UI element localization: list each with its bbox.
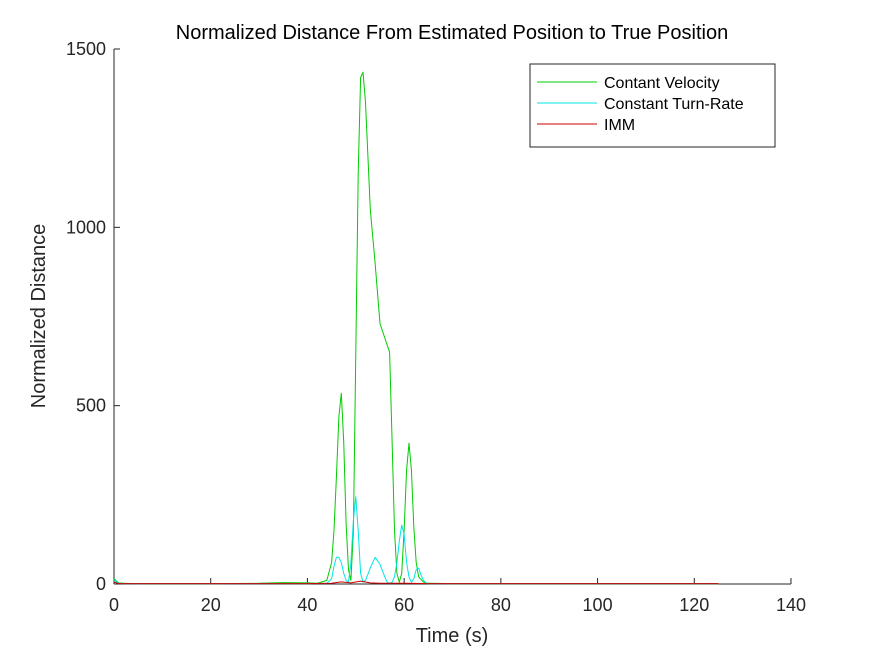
series-line-3 bbox=[113, 580, 719, 585]
y-tick-label: 1500 bbox=[66, 39, 106, 59]
legend-label: Constant Turn-Rate bbox=[604, 96, 744, 113]
x-tick-label: 100 bbox=[583, 595, 613, 615]
legend-label: Contant Velocity bbox=[604, 75, 720, 92]
x-tick-label: 0 bbox=[109, 595, 119, 615]
y-tick-label: 1000 bbox=[66, 217, 106, 237]
x-tick-label: 140 bbox=[776, 595, 806, 615]
x-tick-label: 80 bbox=[491, 595, 511, 615]
y-tick-label: 500 bbox=[76, 396, 106, 416]
legend-box bbox=[529, 63, 776, 148]
x-axis-ticks: 0 20 40 60 80 100 120 140 bbox=[109, 578, 806, 615]
x-tick-label: 20 bbox=[201, 595, 221, 615]
x-tick-label: 40 bbox=[297, 595, 317, 615]
legend-label: IMM bbox=[604, 117, 635, 134]
y-tick-label: 0 bbox=[96, 574, 106, 594]
y-axis-ticks: 0 500 1000 1500 bbox=[66, 39, 120, 594]
plot-area: 0 20 40 60 80 100 120 140 0 500 1000 1500 bbox=[66, 39, 806, 615]
legend: Contant Velocity Constant Turn-Rate IMM bbox=[529, 63, 776, 148]
x-tick-label: 60 bbox=[394, 595, 414, 615]
chart-title: Normalized Distance From Estimated Posit… bbox=[176, 22, 728, 44]
legend-items: Contant Velocity Constant Turn-Rate IMM bbox=[537, 75, 744, 134]
series-line-1 bbox=[113, 71, 719, 585]
series-layer bbox=[113, 71, 719, 585]
x-tick-label: 120 bbox=[679, 595, 709, 615]
y-axis-label: Normalized Distance bbox=[28, 224, 50, 409]
x-axis-label: Time (s) bbox=[416, 625, 489, 647]
